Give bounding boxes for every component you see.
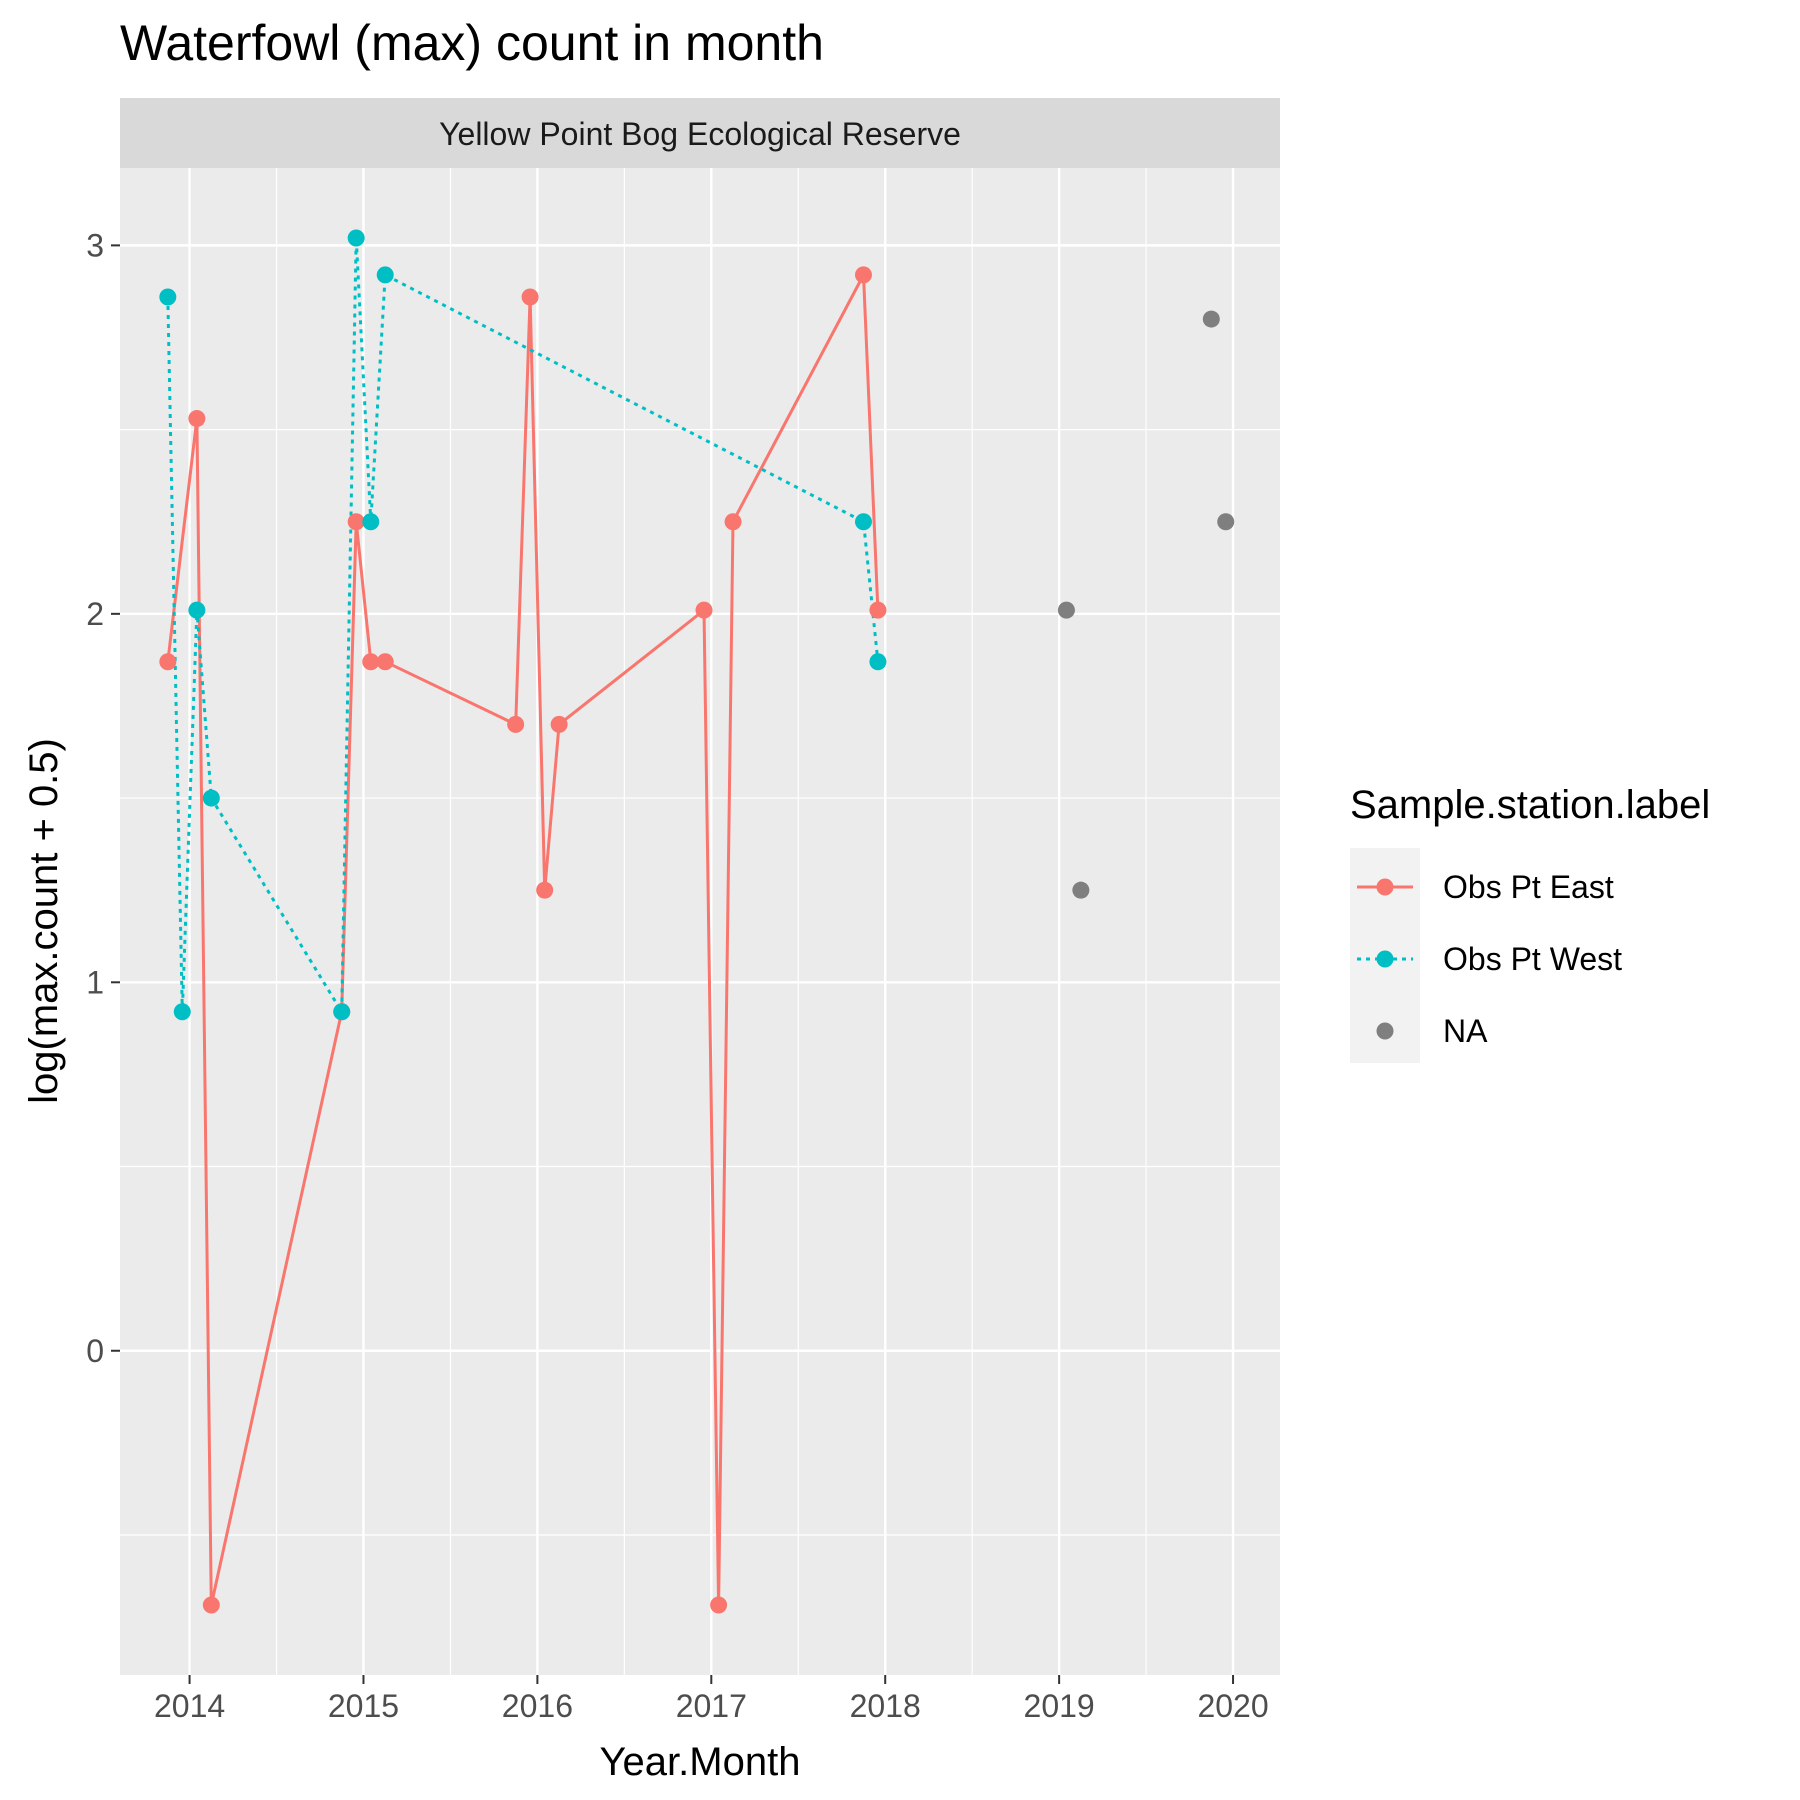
legend-label-obs-pt-east: Obs Pt East (1443, 869, 1614, 905)
legend-key-point-obs-pt-west (1376, 950, 1394, 968)
point-na (1057, 601, 1075, 619)
x-tick-label: 2019 (1024, 1688, 1095, 1724)
point-obs-pt-east (376, 653, 394, 671)
point-obs-pt-east (188, 410, 206, 428)
x-tick-label: 2017 (676, 1688, 747, 1724)
point-na (1217, 513, 1235, 531)
point-obs-pt-west (869, 653, 887, 671)
series-points (159, 229, 1235, 1614)
point-obs-pt-west (376, 266, 394, 284)
point-obs-pt-east (362, 653, 380, 671)
y-tick-label: 3 (86, 227, 104, 263)
x-tick-label: 2018 (850, 1688, 921, 1724)
legend-label-obs-pt-west: Obs Pt West (1443, 941, 1622, 977)
y-tick-label: 0 (86, 1333, 104, 1369)
grid-minor (120, 168, 1280, 1675)
y-axis: 0 1 2 3 (86, 227, 120, 1369)
point-obs-pt-east (724, 513, 742, 531)
legend-title: Sample.station.label (1350, 783, 1710, 827)
point-obs-pt-west (173, 1003, 191, 1021)
point-obs-pt-east (159, 653, 177, 671)
x-axis: 2014 2015 2016 2017 2018 2019 2020 (154, 1675, 1269, 1724)
point-obs-pt-east (536, 881, 554, 899)
x-tick-label: 2015 (328, 1688, 399, 1724)
point-obs-pt-east (550, 715, 568, 733)
legend-key-point-na (1376, 1022, 1394, 1040)
series-lines (166, 237, 880, 1606)
point-obs-pt-west (362, 513, 380, 531)
legend-key-point-obs-pt-east (1376, 878, 1394, 896)
point-obs-pt-east (202, 1596, 220, 1614)
legend-entries: Obs Pt East Obs Pt West NA (1357, 869, 1622, 1049)
point-obs-pt-east (347, 513, 365, 531)
legend-label-na: NA (1443, 1013, 1488, 1049)
plot-panel (120, 168, 1280, 1675)
point-obs-pt-east (854, 266, 872, 284)
point-obs-pt-east (869, 601, 887, 619)
grid-major (120, 168, 1280, 1675)
point-na (1202, 310, 1220, 328)
point-obs-pt-east (710, 1596, 728, 1614)
x-tick-label: 2014 (154, 1688, 225, 1724)
y-tick-label: 1 (86, 964, 104, 1000)
point-obs-pt-west (188, 601, 206, 619)
series-line-obs-pt-east (166, 269, 880, 1606)
point-obs-pt-east (507, 715, 525, 733)
x-axis-title: Year.Month (600, 1740, 801, 1784)
x-tick-label: 2016 (502, 1688, 573, 1724)
point-obs-pt-west (159, 288, 177, 306)
point-obs-pt-west (347, 229, 365, 247)
y-tick-label: 2 (86, 596, 104, 632)
point-obs-pt-west (854, 513, 872, 531)
facet-strip-label: Yellow Point Bog Ecological Reserve (439, 116, 961, 152)
x-tick-label: 2020 (1197, 1688, 1268, 1724)
y-axis-title: log(max.count + 0.5) (22, 738, 66, 1104)
chart-title: Waterfowl (max) count in month (120, 15, 824, 71)
point-obs-pt-east (695, 601, 713, 619)
point-obs-pt-east (521, 288, 539, 306)
facet-strip (120, 98, 1280, 168)
point-obs-pt-west (333, 1003, 351, 1021)
point-na (1072, 881, 1090, 899)
point-obs-pt-west (202, 789, 220, 807)
